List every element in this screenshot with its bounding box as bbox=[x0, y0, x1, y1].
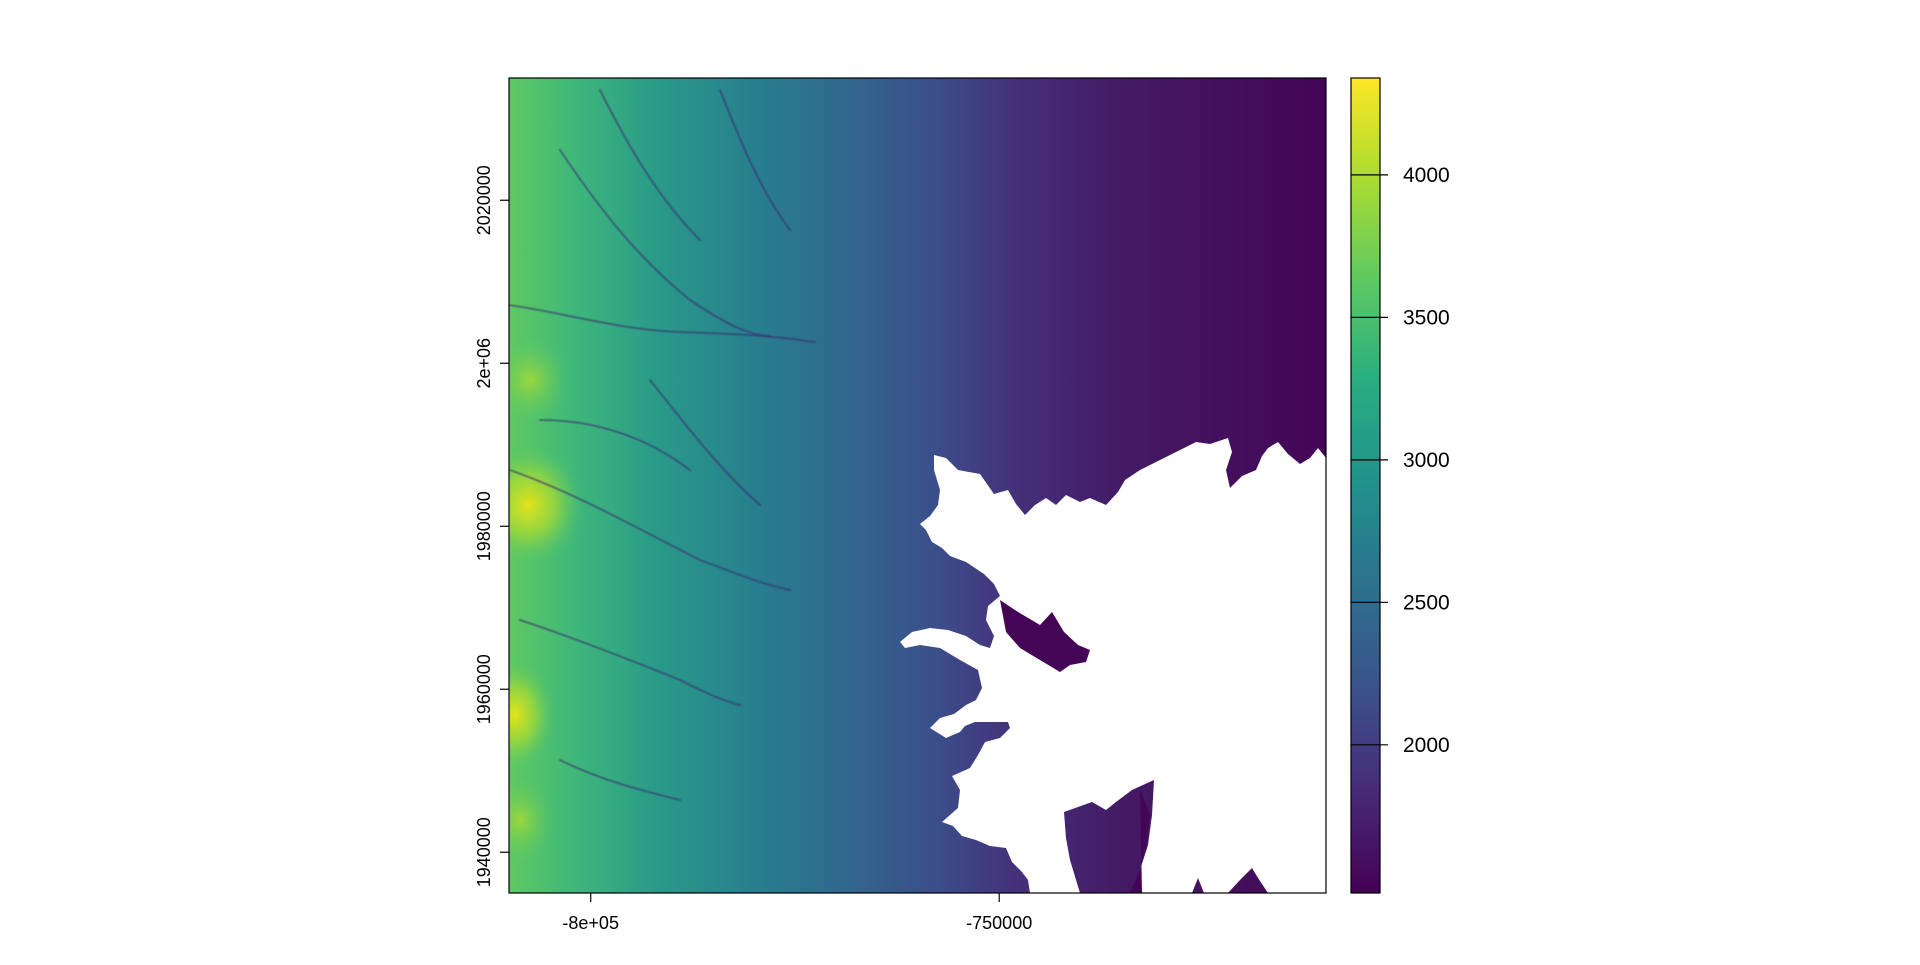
colorbar-tick-label: 3000 bbox=[1403, 449, 1450, 472]
high-elevation-zone bbox=[509, 335, 570, 425]
terrain-lobe bbox=[1000, 600, 1090, 672]
y-tick-label: 2020000 bbox=[474, 165, 494, 235]
colorbar: 2000 2500 3000 3500 4000 bbox=[1350, 77, 1450, 894]
x-axis: -8e+05 -750000 bbox=[562, 893, 1032, 933]
high-elevation-zone bbox=[509, 775, 555, 865]
colorbar-ramp bbox=[1350, 77, 1381, 894]
y-tick-label: 1940000 bbox=[474, 817, 494, 887]
colorbar-tick-label: 4000 bbox=[1403, 164, 1450, 187]
y-tick-label: 1960000 bbox=[474, 654, 494, 724]
x-tick-label: -750000 bbox=[966, 913, 1032, 933]
y-tick-label: 1980000 bbox=[474, 491, 494, 561]
y-axis: 1940000 1960000 1980000 2e+06 2020000 bbox=[474, 165, 509, 887]
x-tick-label: -8e+05 bbox=[562, 913, 619, 933]
plot-frame bbox=[508, 77, 1327, 894]
raster-panel bbox=[509, 78, 1326, 893]
valley-network bbox=[509, 89, 816, 801]
colorbar-tick-label: 3500 bbox=[1403, 306, 1450, 329]
high-elevation-zone bbox=[509, 660, 555, 770]
no-data-region bbox=[900, 438, 1326, 893]
colorbar-tick-label: 2500 bbox=[1403, 591, 1450, 614]
colorbar-tick-label: 2000 bbox=[1403, 734, 1450, 757]
terrain-lobe bbox=[1130, 790, 1150, 893]
high-elevation-zone bbox=[509, 445, 583, 565]
y-tick-label: 2e+06 bbox=[474, 338, 494, 389]
